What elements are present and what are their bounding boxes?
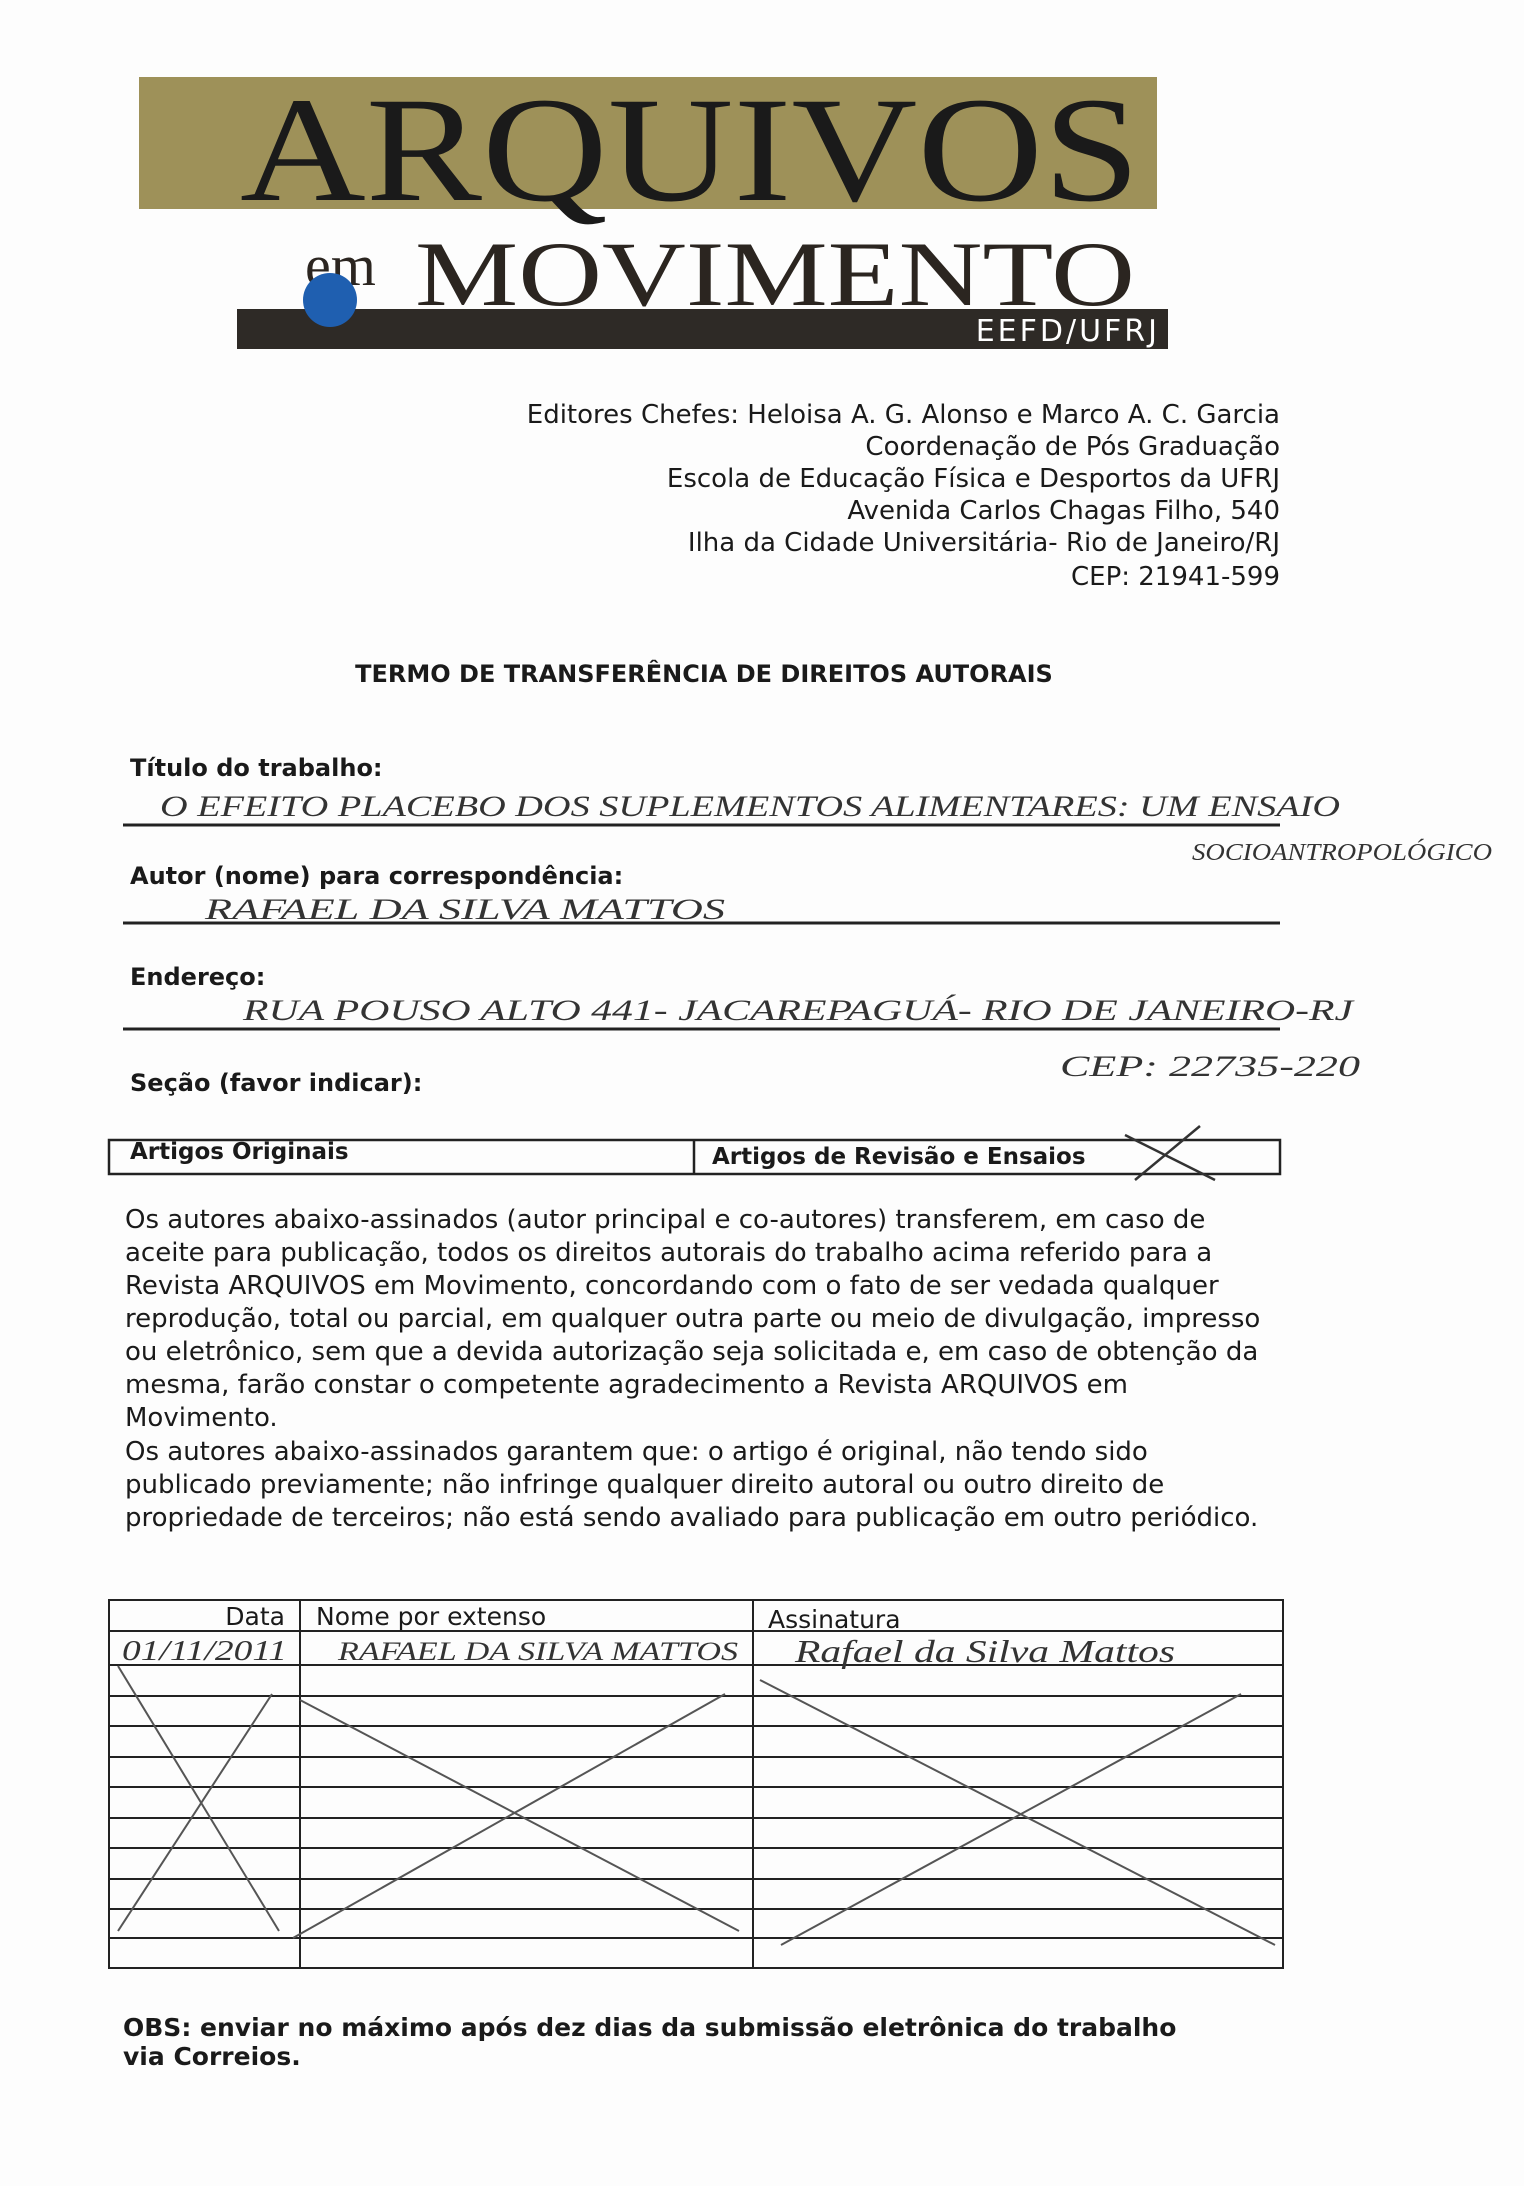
body-paragraph: Os autores abaixo-assinados garantem que… bbox=[125, 1437, 1259, 1533]
logo-title: ARQUIVOS bbox=[240, 67, 1140, 233]
cross-line bbox=[117, 1665, 280, 1932]
handwritten-value: RAFAEL DA SILVA MATTOS bbox=[204, 893, 725, 926]
cross-line bbox=[292, 1693, 726, 1939]
field-label: Endereço: bbox=[130, 963, 265, 991]
logo-subtitle: MOVIMENTO bbox=[415, 223, 1135, 325]
field-label: Título do trabalho: bbox=[130, 754, 383, 782]
handwritten-cell: 01/11/2011 bbox=[122, 1636, 287, 1667]
address-line: Coordenação de Pós Graduação bbox=[865, 432, 1280, 462]
handwritten-value: SOCIOANTROPOLÓGICO bbox=[1192, 839, 1492, 866]
logo-dot bbox=[303, 273, 357, 327]
check-mark bbox=[1134, 1125, 1201, 1181]
handwritten-value: RUA POUSO ALTO 441- JACAREPAGUÁ- RIO DE … bbox=[242, 994, 1356, 1027]
address-line: Editores Chefes: Heloisa A. G. Alonso e … bbox=[527, 400, 1280, 430]
cross-line bbox=[780, 1693, 1242, 1946]
table-header: Assinatura bbox=[768, 1605, 901, 1634]
field-label: Autor (nome) para correspondência: bbox=[130, 862, 623, 890]
cross-out bbox=[117, 1665, 1276, 1946]
cross-line bbox=[759, 1679, 1276, 1946]
cross-line bbox=[299, 1699, 740, 1932]
logo-band bbox=[139, 77, 1157, 209]
check-mark bbox=[1124, 1133, 1216, 1182]
footer-note: OBS: enviar no máximo após dez dias da s… bbox=[123, 2013, 1177, 2071]
field-label: Seção (favor indicar): bbox=[130, 1069, 422, 1097]
address-line: CEP: 21941-599 bbox=[1071, 562, 1280, 592]
handwritten-value: CEP: 22735-220 bbox=[1060, 1050, 1360, 1083]
address-line: Escola de Educação Física e Desportos da… bbox=[667, 464, 1280, 494]
table-header: Nome por extenso bbox=[316, 1602, 546, 1631]
table-border bbox=[108, 1599, 1284, 1969]
handwritten-value: O EFEITO PLACEBO DOS SUPLEMENTOS ALIMENT… bbox=[160, 790, 1340, 823]
address: Editores Chefes: Heloisa A. G. Alonso e … bbox=[527, 400, 1280, 592]
cross-line bbox=[117, 1693, 273, 1932]
handwritten-cell: RAFAEL DA SILVA MATTOS bbox=[337, 1637, 738, 1666]
signature: Rafael da Silva Mattos bbox=[794, 1633, 1175, 1669]
table-header: Data bbox=[225, 1602, 285, 1631]
address-line: Ilha da Cidade Universitária- Rio de Jan… bbox=[688, 528, 1280, 558]
body-paragraph: Os autores abaixo-assinados (autor princ… bbox=[125, 1205, 1261, 1433]
section-option: Artigos Originais bbox=[130, 1139, 349, 1165]
logo-band-text: EEFD/UFRJ bbox=[976, 314, 1160, 349]
form-title: TERMO DE TRANSFERÊNCIA DE DIREITOS AUTOR… bbox=[355, 659, 1053, 688]
section-option: Artigos de Revisão e Ensaios bbox=[712, 1144, 1086, 1170]
logo-bar bbox=[237, 309, 1168, 349]
address-line: Avenida Carlos Chagas Filho, 540 bbox=[847, 496, 1280, 526]
